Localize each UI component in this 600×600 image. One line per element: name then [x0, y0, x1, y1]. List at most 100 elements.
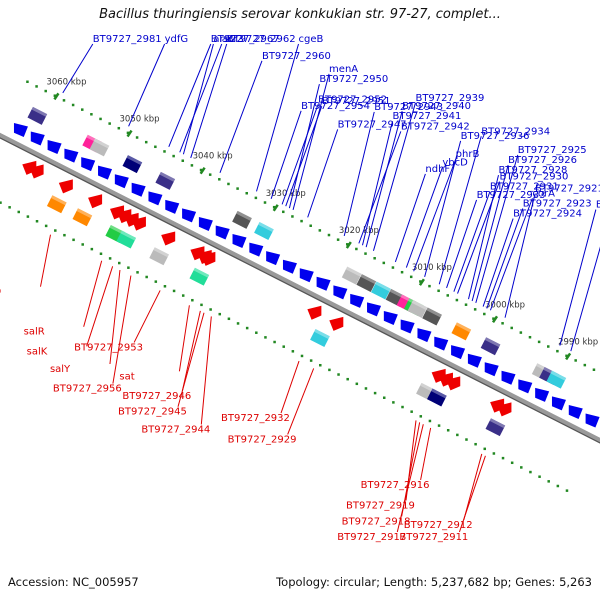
- gene-label[interactable]: BT9727_2931: [490, 182, 559, 193]
- gene-label[interactable]: BT9727_2930: [500, 172, 569, 183]
- scale-tick-label: 2990 kbp: [558, 337, 598, 347]
- tick-dot: [528, 335, 532, 339]
- leader-line: [405, 167, 443, 268]
- gene-label[interactable]: BT9727_2945: [118, 407, 187, 418]
- scale-tick-label: 3010 kbp: [412, 263, 452, 273]
- gene-label[interactable]: BT9727_2919: [346, 500, 415, 511]
- leader-line: [413, 159, 457, 272]
- gene-label[interactable]: BT9727_2933: [477, 190, 546, 201]
- tick-dot: [108, 122, 111, 125]
- gene-label[interactable]: ydfG: [165, 34, 189, 45]
- gene-label[interactable]: phrB: [456, 149, 480, 160]
- tick-dot: [190, 164, 194, 167]
- gene-label[interactable]: menA: [329, 64, 358, 75]
- gene-label[interactable]: BT9727_2926: [508, 155, 577, 166]
- gene-label[interactable]: BT9727_2952: [318, 94, 387, 105]
- gene-label[interactable]: BT9727_2932: [221, 413, 290, 424]
- gene-label[interactable]: BT9727_2944: [141, 424, 210, 435]
- cds-forward: [81, 157, 96, 172]
- gene-label[interactable]: BT9727_2939: [415, 93, 484, 104]
- gene-label[interactable]: arsC: [213, 34, 235, 45]
- tick-dot: [54, 229, 57, 232]
- gene-label[interactable]: bltD: [0, 287, 2, 298]
- scale-tick: [565, 352, 572, 361]
- scale-tick-label: 3000 kbp: [485, 300, 525, 310]
- gene-label[interactable]: acr3: [222, 34, 244, 45]
- feature-box-reverse-body: [427, 388, 447, 407]
- feature-box-forward: [451, 322, 472, 341]
- gene-label[interactable]: BT9727_2916: [361, 480, 430, 491]
- feature-box-reverse: [427, 388, 447, 407]
- gene-label[interactable]: corA: [532, 188, 555, 199]
- leader-line: [438, 136, 482, 285]
- tick-dot: [328, 368, 331, 372]
- feature-box-forward-body: [122, 155, 143, 174]
- feature-box-forward-body: [27, 106, 48, 125]
- tick-dot: [44, 224, 48, 228]
- gene-label[interactable]: BT9727_2923: [523, 198, 592, 209]
- gene-label[interactable]: BT9727_2934: [481, 126, 550, 137]
- gene-label[interactable]: BT9727_2947: [338, 119, 407, 130]
- gene-label[interactable]: BT9727_2942: [401, 121, 470, 132]
- gene-label[interactable]: salK: [27, 346, 48, 357]
- gene-label[interactable]: BT9727_2928: [498, 165, 567, 176]
- gene-label[interactable]: BT9727_2951: [322, 96, 391, 107]
- gene-label[interactable]: BT9727_2924: [513, 209, 582, 220]
- gene-label[interactable]: BT9727_2967: [211, 34, 280, 45]
- gene-label[interactable]: BT9727_2953: [74, 342, 143, 353]
- gene-label[interactable]: BT9727_2960: [262, 51, 331, 62]
- gene-label[interactable]: BT9727_2918: [342, 516, 411, 527]
- gene-label[interactable]: BT9727_2941: [393, 111, 462, 122]
- leader-line: [179, 43, 223, 153]
- feature-box-forward-shine: [159, 171, 176, 182]
- gene-label[interactable]: BT9727_2956: [53, 384, 122, 395]
- leader-line: [280, 360, 300, 414]
- gene-label[interactable]: BT9727_2943: [374, 102, 443, 113]
- tick-dot: [282, 345, 285, 348]
- tick-dot: [181, 159, 185, 162]
- gene-label[interactable]: salR: [24, 327, 45, 338]
- tick-dot: [409, 275, 413, 279]
- gene-label[interactable]: ndhF: [425, 164, 450, 175]
- backbone: [0, 132, 600, 443]
- genome-stats-text: Topology: circular; Length: 5,237,682 bp…: [276, 575, 592, 589]
- tick-dot: [126, 131, 130, 135]
- cds-forward: [467, 353, 482, 368]
- gene-label[interactable]: BT9727_2912: [404, 520, 473, 531]
- gene-label[interactable]: BT9727_2962: [227, 34, 296, 45]
- gene-label[interactable]: salY: [50, 364, 71, 375]
- tick-dot: [501, 456, 505, 460]
- gene-label[interactable]: BT9727_2946: [122, 391, 191, 402]
- gene-label[interactable]: cgeB: [299, 34, 324, 45]
- gene-label[interactable]: BT9727_2925: [518, 145, 587, 156]
- feature-box-reverse-shine: [431, 388, 447, 399]
- scale-tick: [491, 315, 499, 324]
- leader-line: [365, 110, 403, 248]
- tick-dot: [501, 322, 504, 325]
- leader-line: [86, 266, 114, 347]
- gene-label[interactable]: BT9727_2921: [535, 184, 600, 195]
- gene-label[interactable]: BT9727_2915: [596, 200, 600, 211]
- leader-line: [307, 129, 339, 218]
- gene-label[interactable]: BT9727_2940: [402, 101, 471, 112]
- gene-label[interactable]: BT9727_2936: [461, 131, 530, 142]
- gene-label[interactable]: BT9727_2911: [399, 532, 468, 543]
- tick-dot: [236, 322, 240, 325]
- feature-box-forward-body: [341, 266, 362, 285]
- leader-line: [486, 208, 524, 309]
- gene-label[interactable]: sat: [119, 371, 134, 382]
- leader-line: [396, 424, 424, 533]
- gene-label[interactable]: BT9727_2950: [319, 74, 388, 85]
- feature-box-reverse: [116, 230, 137, 249]
- tick-dot: [529, 470, 532, 474]
- cds-forward: [568, 404, 583, 419]
- leader-line: [200, 316, 212, 425]
- gene-label[interactable]: BT9727_2917: [337, 532, 406, 543]
- tick-dot: [35, 219, 39, 223]
- gene-label[interactable]: BT9727_2954: [301, 101, 370, 112]
- gene-label[interactable]: BT9727_2929: [228, 434, 297, 445]
- cds-forward: [383, 310, 398, 325]
- gene-label[interactable]: BT9727_2981: [93, 34, 162, 45]
- feature-box-forward: [232, 210, 252, 229]
